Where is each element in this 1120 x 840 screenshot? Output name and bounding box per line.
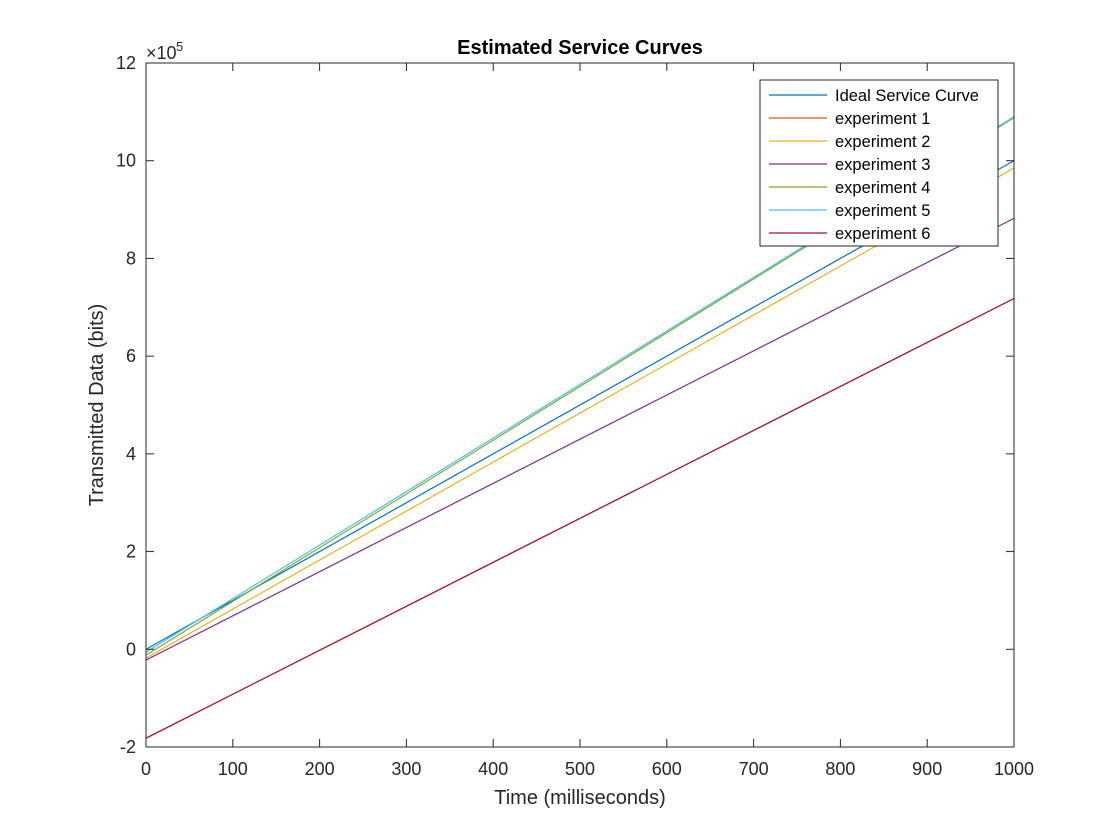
legend-entry-label: Ideal Service Curve xyxy=(835,87,979,105)
x-tick-label: 1000 xyxy=(994,759,1034,779)
series-line-experiment-2 xyxy=(146,167,1014,659)
y-axis: -2 0 2 4 6 8 10 12 xyxy=(116,53,1014,757)
chart-title: Estimated Service Curves xyxy=(457,37,703,59)
x-tick-label: 600 xyxy=(652,759,682,779)
x-axis-label: Time (milliseconds) xyxy=(494,787,666,809)
y-tick-label: 10 xyxy=(116,151,136,171)
x-tick-label: 800 xyxy=(825,759,855,779)
y-tick-label: -2 xyxy=(120,737,136,757)
series-line-experiment-6 xyxy=(146,297,1014,739)
x-tick-label: 0 xyxy=(141,759,151,779)
x-tick-label: 500 xyxy=(565,759,595,779)
y-tick-label: 0 xyxy=(126,639,136,659)
x-tick-label: 900 xyxy=(912,759,942,779)
y-tick-label: 8 xyxy=(126,248,136,268)
legend-entry-label: experiment 5 xyxy=(835,202,930,220)
legend-box xyxy=(759,79,999,247)
x-tick-label: 200 xyxy=(305,759,335,779)
legend-entry-label: experiment 6 xyxy=(835,225,930,243)
legend: Ideal Service Curve experiment 1 experimen… xyxy=(759,79,999,247)
y-axis-label: Transmitted Data (bits) xyxy=(86,304,108,507)
y-multiplier-exponent: 5 xyxy=(176,39,183,54)
legend-entry-label: experiment 4 xyxy=(835,179,930,197)
y-tick-label: 2 xyxy=(126,542,136,562)
y-multiplier-label: ×10 xyxy=(146,43,177,63)
y-tick-label: 12 xyxy=(116,53,136,73)
x-tick-label: 700 xyxy=(739,759,769,779)
x-tick-label: 100 xyxy=(218,759,248,779)
x-tick-label: 300 xyxy=(391,759,421,779)
x-axis: 0 100 200 300 400 500 600 700 800 900 1000 xyxy=(141,63,1034,779)
legend-entry-label: experiment 2 xyxy=(835,133,930,151)
series-line-experiment-3 xyxy=(146,217,1014,661)
x-tick-label: 400 xyxy=(478,759,508,779)
legend-entry-label: experiment 1 xyxy=(835,110,930,128)
y-tick-label: 4 xyxy=(126,444,136,464)
legend-entry-label: experiment 3 xyxy=(835,156,930,174)
y-tick-label: 6 xyxy=(126,346,136,366)
